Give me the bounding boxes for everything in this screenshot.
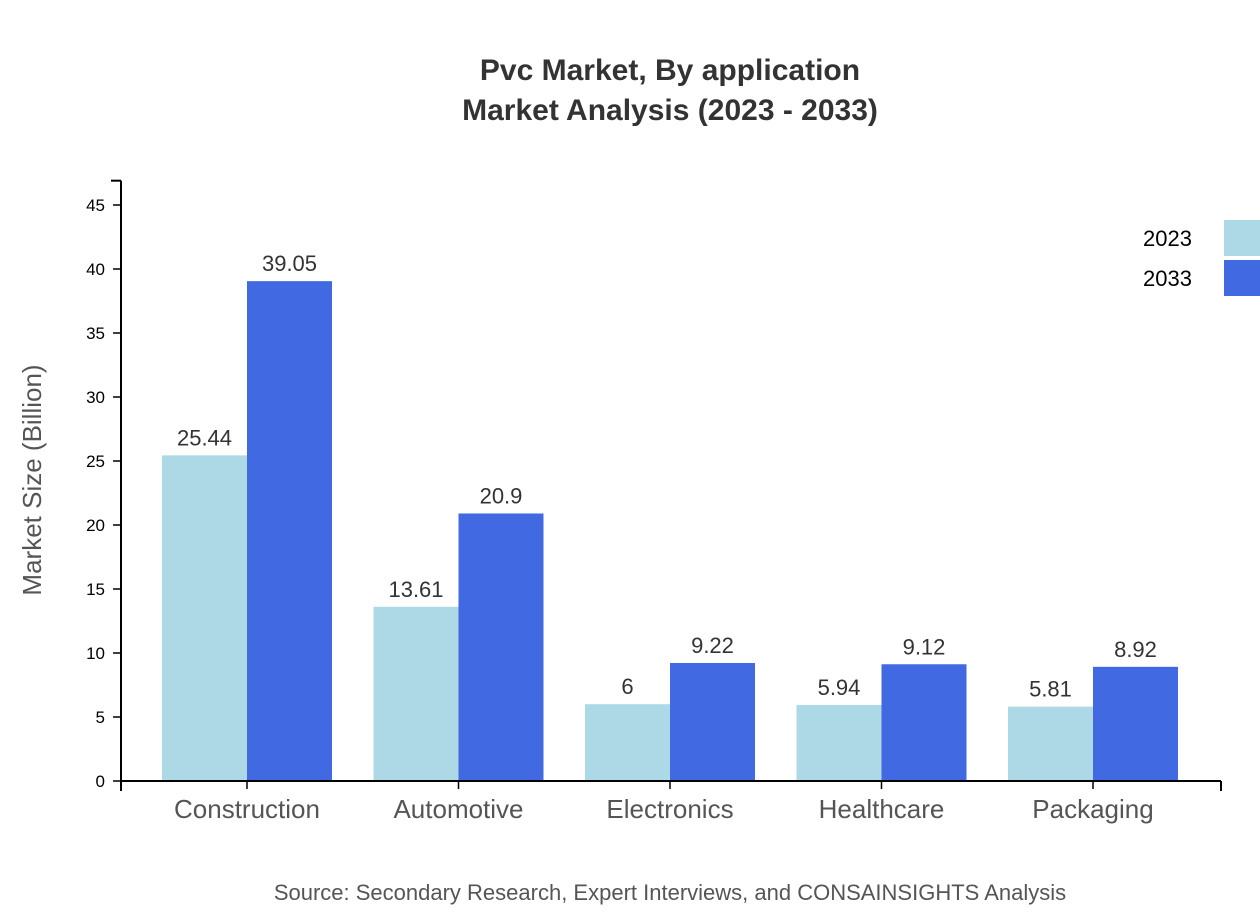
x-tick-label: Packaging <box>1032 794 1153 824</box>
bar-2023-electronics <box>585 704 670 781</box>
y-tick-label: 5 <box>96 708 105 727</box>
data-label: 5.81 <box>1029 677 1072 702</box>
data-label: 9.22 <box>691 633 734 658</box>
y-tick-label: 25 <box>86 452 105 471</box>
y-axis-label: Market Size (Billion) <box>17 364 47 595</box>
bar-2033-construction <box>247 281 332 781</box>
x-tick-label: Electronics <box>606 794 733 824</box>
bar-2023-construction <box>162 455 247 781</box>
bar-2023-packaging <box>1008 706 1093 781</box>
y-tick-label: 30 <box>86 388 105 407</box>
data-label: 25.44 <box>177 425 232 450</box>
bar-2033-packaging <box>1093 666 1178 781</box>
y-tick-label: 0 <box>96 772 105 791</box>
bar-2033-electronics <box>670 662 755 781</box>
bar-2023-automotive <box>373 606 459 781</box>
data-label: 13.61 <box>388 577 443 602</box>
data-label: 20.9 <box>480 483 523 508</box>
x-tick-label: Construction <box>174 794 320 824</box>
data-label: 9.12 <box>903 634 946 659</box>
legend-swatch-2033 <box>1224 260 1260 296</box>
data-label: 8.92 <box>1114 637 1157 662</box>
data-label: 39.05 <box>262 251 317 276</box>
y-tick-label: 20 <box>86 516 105 535</box>
y-tick-label: 35 <box>86 324 105 343</box>
legend-label-2033: 2033 <box>1143 266 1192 291</box>
y-tick-label: 45 <box>86 196 105 215</box>
chart-title: Pvc Market, By application <box>480 54 860 87</box>
x-tick-label: Automotive <box>393 794 523 824</box>
bar-2033-healthcare <box>881 664 967 781</box>
legend-swatch-2023 <box>1224 220 1260 256</box>
legend-label-2023: 2023 <box>1143 226 1192 251</box>
chart-subtitle: Market Analysis (2023 - 2033) <box>462 94 878 127</box>
y-tick-label: 40 <box>86 260 105 279</box>
bar-2033-automotive <box>458 513 544 781</box>
bar-2023-healthcare <box>796 704 882 781</box>
source-note: Source: Secondary Research, Expert Inter… <box>274 880 1066 905</box>
y-tick-label: 10 <box>86 644 105 663</box>
data-label: 5.94 <box>818 675 861 700</box>
x-tick-label: Healthcare <box>819 794 945 824</box>
y-tick-label: 15 <box>86 580 105 599</box>
data-label: 6 <box>621 674 633 699</box>
